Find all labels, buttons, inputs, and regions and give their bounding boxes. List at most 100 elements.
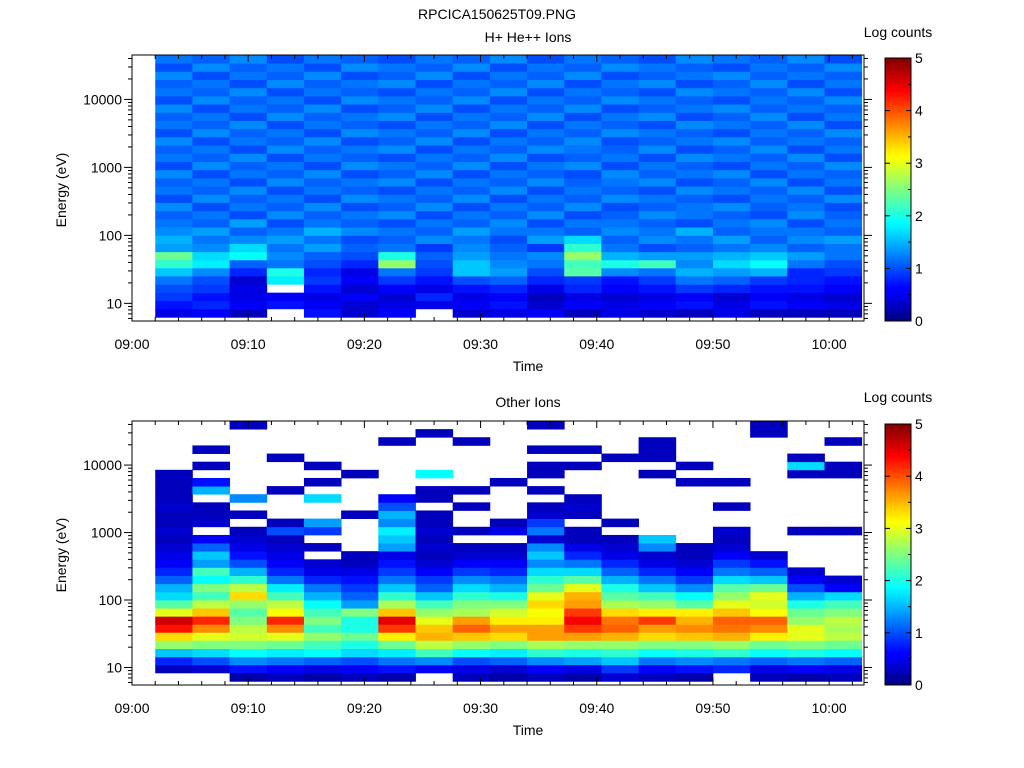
heatmap-cell bbox=[638, 600, 677, 609]
heatmap-cell bbox=[341, 267, 379, 277]
heatmap-cell bbox=[824, 55, 863, 64]
heatmap-cell bbox=[824, 177, 863, 187]
heatmap-cell bbox=[527, 567, 565, 576]
heatmap-cell bbox=[155, 79, 193, 89]
heatmap-cell bbox=[155, 664, 193, 674]
heatmap-cell bbox=[601, 194, 639, 203]
heatmap-cell bbox=[787, 300, 825, 310]
heatmap-cell bbox=[266, 608, 305, 617]
heatmap-cell bbox=[155, 153, 193, 162]
heatmap-cell bbox=[712, 292, 751, 302]
heatmap-cell bbox=[415, 267, 454, 277]
heatmap-cell bbox=[675, 177, 714, 187]
colorbar-tick-label: 0 bbox=[915, 313, 923, 329]
heatmap-cell bbox=[787, 656, 825, 666]
heatmap-cell bbox=[564, 251, 602, 261]
heatmap-cell bbox=[601, 453, 639, 463]
heatmap-cell bbox=[601, 104, 639, 113]
heatmap-cell bbox=[229, 526, 268, 536]
heatmap-cell bbox=[750, 672, 788, 682]
heatmap-cell bbox=[750, 63, 788, 72]
heatmap-cell bbox=[489, 559, 528, 568]
heatmap-cell bbox=[489, 567, 528, 576]
heatmap-cell bbox=[229, 136, 268, 146]
heatmap-cell bbox=[489, 616, 528, 625]
heatmap-cell bbox=[192, 543, 230, 552]
heatmap-cell bbox=[824, 575, 863, 585]
heatmap-cell bbox=[638, 664, 677, 674]
heatmap-cell bbox=[303, 284, 342, 294]
heatmap-cell bbox=[452, 624, 491, 633]
heatmap-cell bbox=[712, 87, 751, 97]
heatmap-cell bbox=[266, 583, 305, 593]
heatmap-cell bbox=[192, 120, 230, 130]
heatmap-cell bbox=[341, 251, 379, 261]
heatmap-cell bbox=[452, 259, 491, 269]
heatmap-cell bbox=[824, 161, 863, 171]
heatmap-cell bbox=[266, 210, 305, 220]
heatmap-cell bbox=[638, 87, 677, 97]
heatmap-cell bbox=[378, 63, 416, 72]
heatmap-cell bbox=[266, 161, 305, 171]
heatmap-cell bbox=[601, 79, 639, 89]
heatmap-cell bbox=[750, 259, 788, 269]
heatmap-cell bbox=[155, 55, 193, 64]
heatmap-cell bbox=[638, 194, 677, 203]
heatmap-cell bbox=[266, 55, 305, 64]
heatmap-cell bbox=[638, 672, 677, 682]
heatmap-cell bbox=[638, 218, 677, 228]
heatmap-cell bbox=[452, 79, 491, 89]
heatmap-cell bbox=[266, 128, 305, 138]
heatmap-cell bbox=[564, 534, 602, 544]
heatmap-cell bbox=[341, 284, 379, 294]
heatmap-cell bbox=[527, 421, 565, 430]
heatmap-cell bbox=[601, 591, 639, 601]
heatmap-cell bbox=[341, 259, 379, 269]
heatmap-cell bbox=[824, 210, 863, 220]
heatmap-cell bbox=[489, 169, 528, 179]
heatmap-cell bbox=[712, 95, 751, 105]
heatmap-cell bbox=[192, 145, 230, 154]
heatmap-cell bbox=[229, 551, 268, 560]
heatmap-cell bbox=[712, 169, 751, 179]
heatmap-cell bbox=[787, 632, 825, 641]
heatmap-cell bbox=[415, 243, 454, 253]
heatmap-cell bbox=[824, 202, 863, 212]
heatmap-cell bbox=[787, 95, 825, 105]
heatmap-cell bbox=[378, 624, 416, 633]
heatmap-cell bbox=[266, 624, 305, 633]
heatmap-cell bbox=[527, 526, 565, 536]
heatmap-cell bbox=[750, 648, 788, 658]
heatmap-cell bbox=[452, 95, 491, 105]
heatmap-cell bbox=[712, 177, 751, 187]
heatmap-cell bbox=[341, 567, 379, 576]
heatmap-cell bbox=[601, 218, 639, 228]
heatmap-cell bbox=[378, 235, 416, 244]
heatmap-cell bbox=[229, 510, 268, 519]
heatmap-cell bbox=[601, 251, 639, 261]
heatmap-cell bbox=[192, 161, 230, 171]
heatmap-cell bbox=[489, 112, 528, 121]
heatmap-cell bbox=[750, 624, 788, 633]
heatmap-cell bbox=[341, 120, 379, 130]
heatmap-cell bbox=[192, 284, 230, 294]
heatmap-cell bbox=[229, 186, 268, 195]
heatmap-cell bbox=[527, 445, 565, 454]
heatmap-cell bbox=[638, 251, 677, 261]
heatmap-cell bbox=[378, 267, 416, 277]
heatmap-cell bbox=[452, 292, 491, 302]
heatmap-cell bbox=[824, 63, 863, 72]
heatmap-cell bbox=[527, 136, 565, 146]
heatmap-cell bbox=[787, 624, 825, 633]
heatmap-cell bbox=[527, 559, 565, 568]
heatmap-cell bbox=[489, 210, 528, 220]
heatmap-cell bbox=[527, 235, 565, 244]
heatmap-cell bbox=[155, 128, 193, 138]
heatmap-cell bbox=[675, 583, 714, 593]
heatmap-cell bbox=[527, 186, 565, 195]
heatmap-cell bbox=[378, 494, 416, 503]
heatmap-cell bbox=[527, 63, 565, 72]
heatmap-cell bbox=[824, 251, 863, 261]
heatmap-cell bbox=[378, 575, 416, 585]
heatmap-cell bbox=[303, 300, 342, 310]
